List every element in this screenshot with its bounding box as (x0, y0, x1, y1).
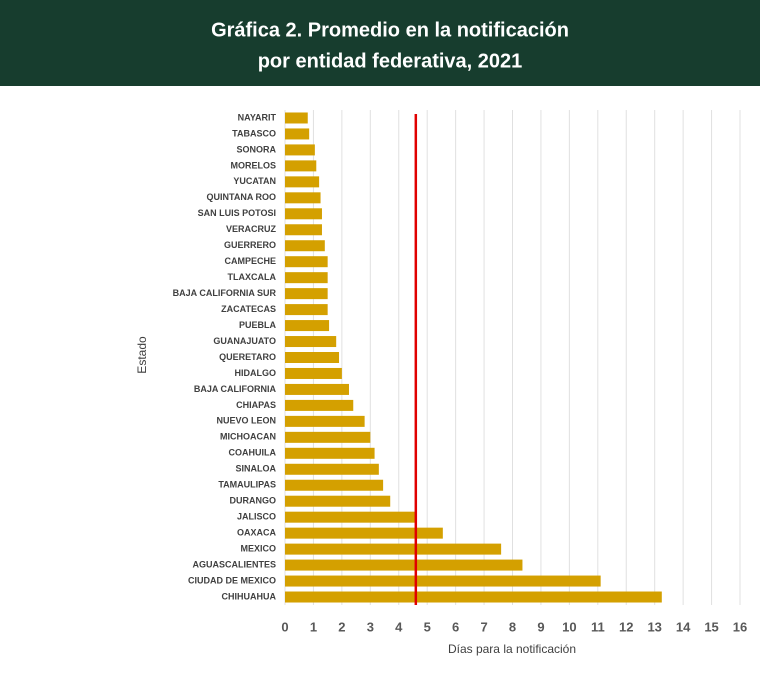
x-tick-label: 5 (424, 619, 431, 634)
bar (285, 543, 502, 555)
header-band (0, 0, 760, 86)
bar (285, 288, 328, 300)
bar (285, 383, 349, 395)
bar (285, 128, 310, 140)
x-tick-label: 1 (310, 619, 317, 634)
x-tick-label: 6 (452, 619, 459, 634)
y-tick-label: MEXICO (240, 543, 276, 553)
bar (285, 495, 391, 507)
y-tick-label: CHIHUAHUA (222, 591, 277, 601)
y-tick-label: OAXACA (237, 528, 277, 538)
y-tick-label: QUINTANA ROO (207, 192, 277, 202)
y-tick-label: MORELOS (230, 160, 276, 170)
x-tick-label: 15 (704, 619, 718, 634)
y-tick-label: TLAXCALA (228, 272, 277, 282)
y-tick-label: PUEBLA (239, 320, 277, 330)
chart-title: Gráfica 2. Promedio en la notificación (211, 19, 569, 41)
y-tick-label: CHIAPAS (236, 400, 276, 410)
y-tick-label: QUERETARO (219, 352, 276, 362)
bar (285, 511, 416, 523)
y-axis-title: Estado (135, 336, 149, 374)
bar (285, 399, 354, 411)
bar (285, 367, 342, 379)
y-tick-label: TAMAULIPAS (218, 480, 276, 490)
y-tick-label: JALISCO (237, 512, 276, 522)
bar (285, 527, 443, 539)
y-tick-label: ZACATECAS (221, 304, 276, 314)
y-tick-label: CAMPECHE (224, 256, 276, 266)
x-tick-label: 0 (281, 619, 288, 634)
y-tick-label: YUCATAN (233, 176, 276, 186)
x-tick-label: 9 (537, 619, 544, 634)
bar (285, 208, 322, 220)
bar (285, 240, 325, 252)
bar (285, 479, 384, 491)
x-tick-label: 8 (509, 619, 516, 634)
bar (285, 320, 330, 332)
y-tick-label: MICHOACAN (220, 432, 276, 442)
x-tick-label: 16 (733, 619, 747, 634)
bar (285, 591, 662, 603)
bar (285, 176, 320, 188)
y-tick-label: NUEVO LEON (216, 416, 276, 426)
bar (285, 112, 308, 124)
bar (285, 304, 328, 316)
y-tick-label: GUERRERO (224, 240, 276, 250)
bar (285, 352, 340, 363)
bar (285, 272, 328, 284)
chart-subtitle: por entidad federativa, 2021 (258, 50, 523, 72)
y-tick-label: COAHUILA (229, 448, 277, 458)
y-tick-label: BAJA CALIFORNIA (194, 384, 277, 394)
x-tick-label: 12 (619, 619, 633, 634)
bar (285, 192, 321, 204)
y-tick-label: SINALOA (236, 464, 277, 474)
bar (285, 160, 317, 172)
x-tick-label: 11 (591, 619, 605, 634)
bar (285, 575, 601, 587)
x-axis-title: Días para la notificación (448, 642, 576, 656)
y-tick-label: BAJA CALIFORNIA SUR (173, 288, 277, 298)
y-tick-label: SONORA (236, 144, 276, 154)
x-tick-label: 14 (676, 619, 691, 634)
y-tick-label: DURANGO (230, 496, 277, 506)
x-tick-label: 2 (338, 619, 345, 634)
y-tick-label: NAYARIT (238, 112, 277, 122)
bar (285, 559, 523, 571)
x-tick-label: 7 (480, 619, 487, 634)
x-tick-label: 4 (395, 619, 403, 634)
y-tick-label: CIUDAD DE MEXICO (188, 575, 276, 585)
bar (285, 336, 337, 348)
y-tick-label: VERACRUZ (226, 224, 277, 234)
bar (285, 256, 328, 268)
x-tick-label: 3 (367, 619, 374, 634)
y-tick-label: AGUASCALIENTES (192, 559, 276, 569)
y-tick-label: TABASCO (232, 128, 276, 138)
bar (285, 224, 322, 236)
y-tick-label: GUANAJUATO (213, 336, 276, 346)
y-tick-label: HIDALGO (235, 368, 277, 378)
x-tick-label: 10 (562, 619, 576, 634)
y-tick-label: SAN LUIS POTOSI (198, 208, 276, 218)
bar (285, 447, 375, 459)
bar (285, 144, 315, 156)
bar (285, 463, 379, 475)
bar (285, 431, 371, 443)
bar (285, 415, 365, 427)
x-tick-label: 13 (647, 619, 661, 634)
